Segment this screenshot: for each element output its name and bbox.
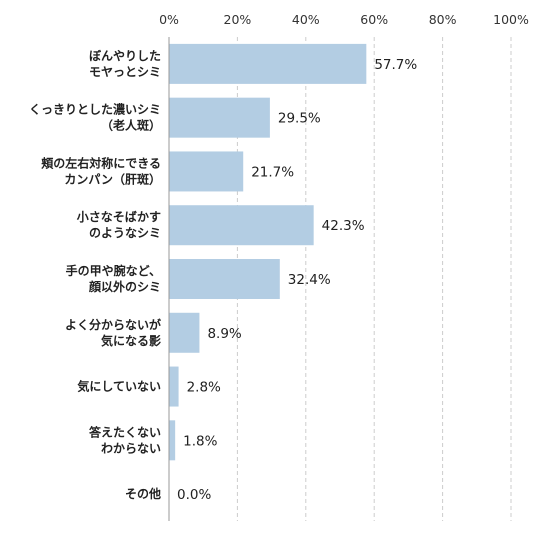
value-label: 2.8% xyxy=(187,380,221,396)
value-label: 21.7% xyxy=(251,164,294,180)
category-label: 頬の左右対称にできるカンパン（肝斑） xyxy=(41,155,161,186)
bar xyxy=(169,259,280,299)
category-label: 答えたくないわからない xyxy=(89,424,161,455)
x-tick-label: 60% xyxy=(360,12,388,27)
value-label: 32.4% xyxy=(288,272,331,288)
bar xyxy=(169,366,179,407)
value-label: 42.3% xyxy=(322,218,365,234)
category-label: くっきりとした濃いシミ（老人斑） xyxy=(29,102,161,133)
x-tick-label: 80% xyxy=(429,12,457,27)
value-label: 29.5% xyxy=(278,111,321,127)
category-label: よく分からないが気になる影 xyxy=(65,317,161,348)
category-label: 小さなそばかすのようなシミ xyxy=(77,209,161,240)
x-tick-label: 100% xyxy=(493,12,529,27)
x-axis-ticks: 0% 20% 40% 60% 80% 100% xyxy=(159,12,529,27)
x-tick-label: 40% xyxy=(292,12,320,27)
category-label: その他 xyxy=(125,486,161,501)
category-label: 手の甲や腕など、顔以外のシミ xyxy=(66,263,161,294)
bar xyxy=(169,420,176,461)
bar xyxy=(169,151,244,192)
value-label: 0.0% xyxy=(177,487,211,503)
bars xyxy=(169,43,367,461)
category-label: ぼんやりしたモヤっとシミ xyxy=(89,49,161,79)
bar xyxy=(169,205,314,246)
x-tick-label: 20% xyxy=(224,12,252,27)
value-label: 8.9% xyxy=(207,326,241,342)
bar xyxy=(169,43,367,84)
value-label: 1.8% xyxy=(183,433,217,449)
bar xyxy=(169,97,270,138)
x-tick-label: 0% xyxy=(159,12,179,27)
bar xyxy=(169,312,200,353)
category-label: 気にしていない xyxy=(77,379,161,394)
value-labels: 57.7% 29.5% 21.7% 42.3% 32.4% 8.9% 2.8% 1.8% 0.0… xyxy=(177,57,417,503)
value-label: 57.7% xyxy=(374,57,417,73)
